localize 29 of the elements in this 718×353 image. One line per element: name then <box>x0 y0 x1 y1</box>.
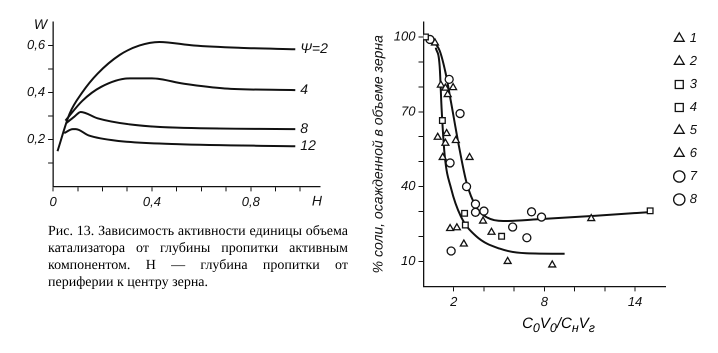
legend-label: 1 <box>690 30 698 46</box>
legend-label: 3 <box>690 76 698 92</box>
text: Рис. 13. Зависимость активности единицы объема катализатора от глубины пропитки активным компонентом. H — глубина пропитки от периферии к центру зерна. <box>48 223 348 291</box>
y-tick-label: 100 <box>394 28 416 44</box>
y-tick-label: 40 <box>401 178 416 194</box>
x-axis-title: H <box>312 192 323 208</box>
x-axis-title: C$_{0}$V$_{0}$/C$_{н}$V$_{г}$ <box>521 315 596 335</box>
series-label: 12 <box>300 137 316 154</box>
x-tick-label: 0,8 <box>242 194 261 209</box>
y-axis-title: W <box>34 16 49 32</box>
x-tick-label: 14 <box>628 294 642 309</box>
y-axis-title: % соли, осажденной в объеме зерна <box>369 34 386 274</box>
series-label: 8 <box>300 120 308 136</box>
legend-label: 6 <box>690 145 698 160</box>
y-tick-label: 0,2 <box>26 131 46 146</box>
y-tick-label: 70 <box>401 103 416 118</box>
x-tick-label: 0,4 <box>142 194 161 209</box>
legend-label: 5 <box>690 122 698 138</box>
y-tick-label: 10 <box>401 253 416 268</box>
legend-label: 4 <box>690 99 698 114</box>
legend-label: 7 <box>690 168 698 184</box>
legend-label: 2 <box>688 53 698 68</box>
x-tick-label: 0 <box>49 194 58 209</box>
series-label: 4 <box>300 81 308 97</box>
x-tick-label: 8 <box>540 294 549 309</box>
series-label: Ψ=2 <box>300 40 328 56</box>
x-tick-label: 2 <box>449 294 458 309</box>
y-tick-label: 0,6 <box>26 37 46 52</box>
y-tick-label: 0,4 <box>26 84 46 100</box>
